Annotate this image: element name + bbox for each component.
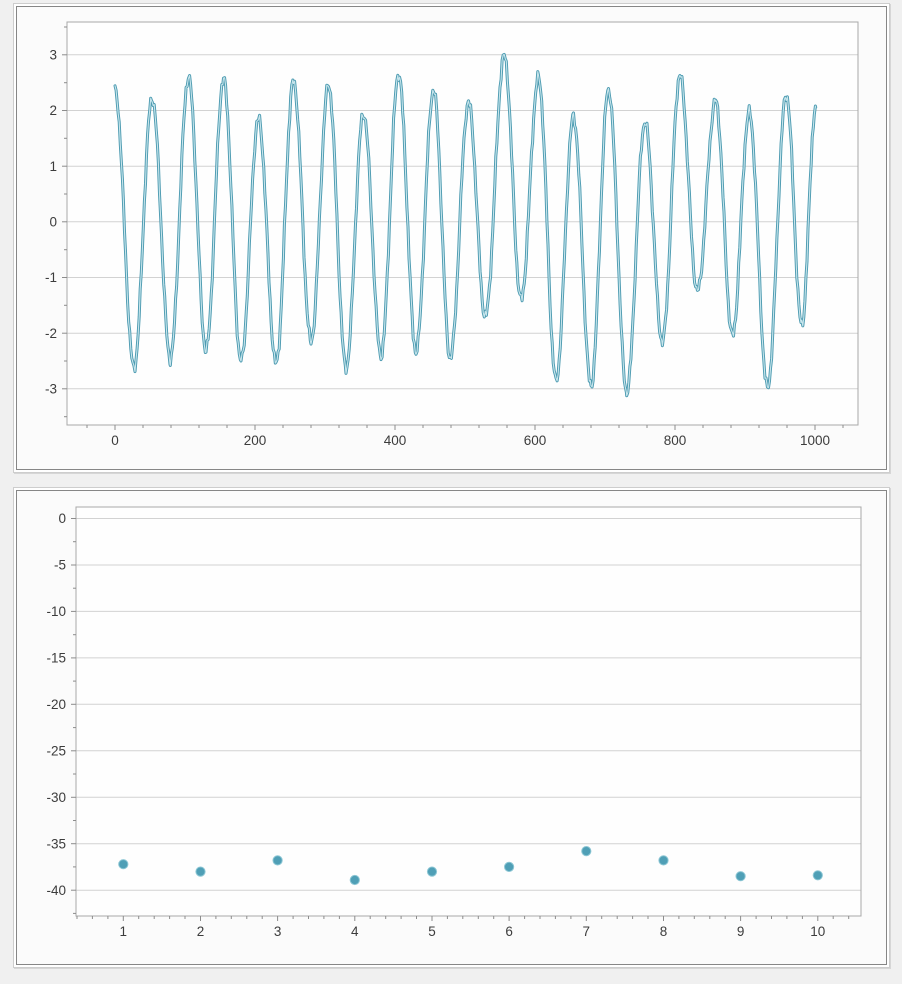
scatter-chart-canvas[interactable]: 0 -5 -10 -15 -20 -25 -30 -35 -40 1 2 3 4 5 6 7 8 9 10: [17, 491, 886, 965]
svg-text:10: 10: [810, 924, 825, 939]
svg-text:600: 600: [524, 433, 547, 448]
svg-text:-5: -5: [54, 558, 66, 573]
bottom-chart-panel: 0 -5 -10 -15 -20 -25 -30 -35 -40 1 2 3 4 5 6 7 8 9 10: [13, 487, 890, 968]
svg-text:2: 2: [49, 103, 57, 118]
svg-text:1: 1: [49, 159, 57, 174]
svg-text:3: 3: [49, 48, 57, 63]
svg-text:400: 400: [384, 433, 407, 448]
line-chart-canvas[interactable]: 3 2 1 0 -1 -2 -3 0 200 400 600 800 1000: [17, 7, 886, 470]
svg-text:-20: -20: [46, 697, 66, 712]
top-chart-panel-inner: 3 2 1 0 -1 -2 -3 0 200 400 600 800 1000: [16, 6, 887, 470]
svg-text:-25: -25: [46, 744, 66, 759]
svg-text:5: 5: [428, 924, 436, 939]
svg-text:7: 7: [583, 924, 591, 939]
svg-text:-10: -10: [46, 604, 66, 619]
svg-text:3: 3: [274, 924, 282, 939]
svg-text:-2: -2: [45, 326, 57, 341]
svg-text:-3: -3: [45, 382, 57, 397]
svg-text:-35: -35: [46, 836, 66, 851]
svg-text:6: 6: [505, 924, 513, 939]
svg-text:0: 0: [58, 511, 66, 526]
svg-text:9: 9: [737, 924, 745, 939]
bottom-chart-panel-inner: 0 -5 -10 -15 -20 -25 -30 -35 -40 1 2 3 4 5 6 7 8 9 10: [16, 490, 887, 965]
svg-text:2: 2: [197, 924, 205, 939]
top-chart-panel: 3 2 1 0 -1 -2 -3 0 200 400 600 800 1000: [13, 3, 890, 473]
svg-text:200: 200: [244, 433, 267, 448]
svg-text:-40: -40: [46, 883, 66, 898]
svg-text:8: 8: [660, 924, 668, 939]
svg-text:-30: -30: [46, 790, 66, 805]
svg-text:1000: 1000: [800, 433, 830, 448]
svg-text:-1: -1: [45, 270, 57, 285]
svg-text:1: 1: [120, 924, 128, 939]
svg-text:-15: -15: [46, 651, 66, 666]
svg-text:0: 0: [49, 215, 57, 230]
svg-text:800: 800: [664, 433, 687, 448]
svg-text:0: 0: [111, 433, 119, 448]
svg-text:4: 4: [351, 924, 359, 939]
